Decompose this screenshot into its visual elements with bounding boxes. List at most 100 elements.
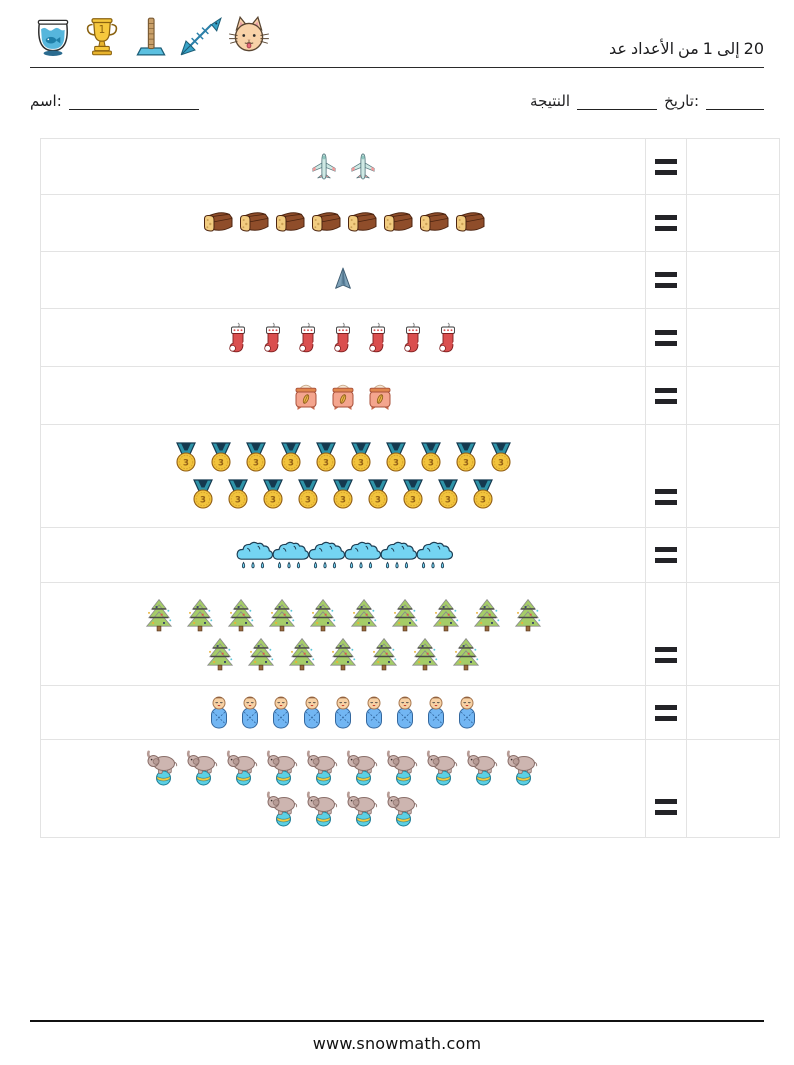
stocking-icon [436, 322, 460, 354]
icon-group-bread [41, 195, 645, 251]
tree-icon [185, 598, 215, 632]
worksheet-row [41, 424, 779, 527]
tree-icon [144, 598, 174, 632]
page-title: عد الأعداد من 1 إلى 20 [609, 39, 764, 58]
bread-icon [452, 210, 487, 236]
bread-icon [380, 210, 415, 236]
baby-icon [301, 696, 323, 730]
worksheet-row [41, 366, 779, 424]
tree-icon [472, 598, 502, 632]
icon-line [331, 265, 355, 295]
answer-cell [686, 528, 779, 582]
baby-icon [208, 696, 230, 730]
elephant-icon [505, 750, 541, 786]
answer-cell [686, 686, 779, 739]
icon-group-medal [41, 425, 645, 527]
tree-icon [226, 598, 256, 632]
worksheet-row [41, 308, 779, 366]
medal-icon [362, 479, 394, 511]
baby-icon [363, 696, 385, 730]
icon-line [200, 210, 487, 236]
medal-icon [432, 479, 464, 511]
stocking-icon [296, 322, 320, 354]
icon-group-airplane [41, 139, 645, 194]
answer-cell [686, 367, 779, 424]
baby-icon [394, 696, 416, 730]
elephant-icon [185, 750, 221, 786]
elephant-icon [385, 791, 421, 827]
equals-sign [645, 139, 686, 194]
baby-icon [456, 696, 478, 730]
tree-icon [369, 637, 399, 671]
icon-group-sack [41, 367, 645, 424]
footer-divider [30, 1020, 764, 1022]
stocking-icon [261, 322, 285, 354]
tree-icon [287, 637, 317, 671]
answer-cell [686, 425, 779, 527]
cat-icon [226, 12, 272, 60]
icon-line [205, 637, 481, 671]
airplane-icon [350, 152, 376, 181]
bread-icon [344, 210, 379, 236]
icon-group-tree [41, 583, 645, 685]
fishbone-icon [177, 12, 223, 60]
scratching-post-icon [128, 12, 174, 60]
bread-icon [236, 210, 271, 236]
airplane-icon [311, 152, 337, 181]
tree-icon [390, 598, 420, 632]
worksheet-row [41, 582, 779, 685]
date-blank [706, 97, 764, 110]
equals-sign [645, 195, 686, 251]
cloud-icon [269, 538, 309, 572]
medal-icon [327, 479, 359, 511]
elephant-icon [465, 750, 501, 786]
baby-icon [270, 696, 292, 730]
header-icon-strip [30, 12, 272, 60]
icon-line [265, 791, 421, 827]
answer-cell [686, 583, 779, 685]
score-label: النتيجة [530, 92, 571, 110]
elephant-icon [345, 750, 381, 786]
worksheet-row [41, 251, 779, 308]
icon-line [170, 442, 517, 474]
stocking-icon [401, 322, 425, 354]
date-label: تاريخ: [664, 92, 699, 110]
worksheet-table [40, 138, 780, 838]
medal-icon [415, 442, 447, 474]
cloud-icon [305, 538, 345, 572]
tree-icon [308, 598, 338, 632]
elephant-icon [265, 750, 301, 786]
name-field: اسم: [30, 92, 199, 110]
stealth-jet-icon [331, 265, 355, 295]
equals-sign [645, 367, 686, 424]
elephant-icon [305, 791, 341, 827]
medal-icon [222, 479, 254, 511]
tree-icon [267, 598, 297, 632]
tree-icon [410, 637, 440, 671]
icon-line [144, 598, 543, 632]
answer-cell [686, 740, 779, 837]
elephant-icon [305, 750, 341, 786]
elephant-icon [345, 791, 381, 827]
icon-line [226, 322, 460, 354]
stocking-icon [331, 322, 355, 354]
header-divider [30, 67, 764, 68]
sack-icon [329, 381, 357, 411]
medal-icon [275, 442, 307, 474]
medal-icon [205, 442, 237, 474]
page-footer: www.snowmath.com [30, 1020, 764, 1053]
equals-sign [645, 425, 686, 527]
score-date-fields: النتيجة تاريخ: [530, 92, 764, 110]
cloud-icon [341, 538, 381, 572]
answer-cell [686, 309, 779, 366]
elephant-icon [425, 750, 461, 786]
worksheet-row [41, 139, 779, 194]
baby-icon [239, 696, 261, 730]
page-header: عد الأعداد من 1 إلى 20 [30, 12, 764, 60]
icon-group-cloud [41, 528, 645, 582]
bread-icon [272, 210, 307, 236]
icon-line [311, 152, 376, 181]
score-blank [577, 97, 658, 110]
name-blank [68, 97, 199, 110]
elephant-icon [145, 750, 181, 786]
